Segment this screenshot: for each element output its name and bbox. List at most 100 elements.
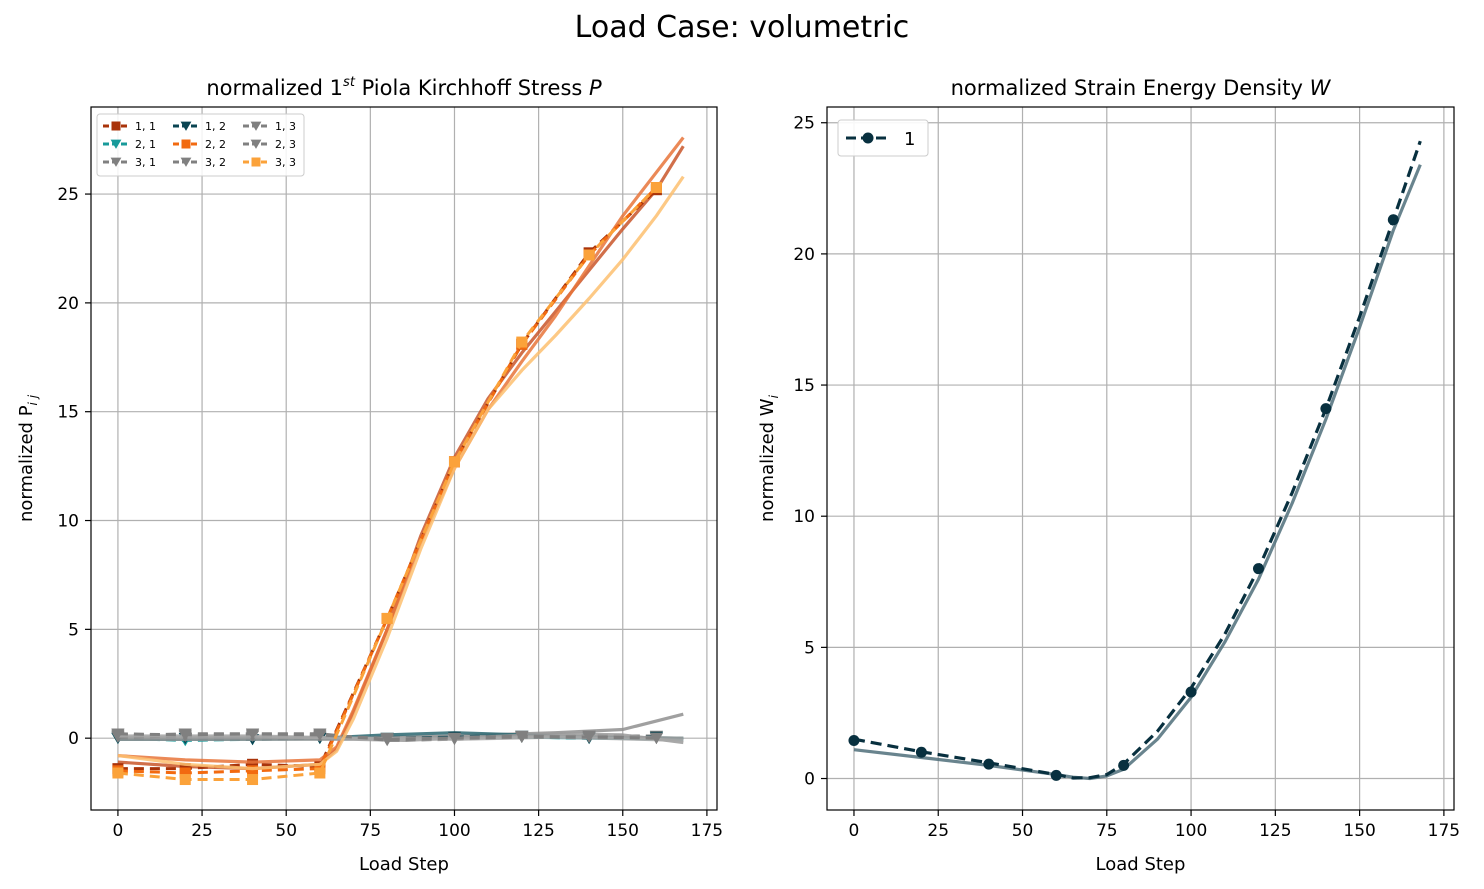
legend-label: 3, 3 xyxy=(275,156,296,169)
series-3-3 xyxy=(112,175,685,786)
legend-entry: 1, 1 xyxy=(103,120,156,133)
data-point xyxy=(649,732,664,745)
plot-area xyxy=(111,136,685,786)
data-point xyxy=(515,731,529,744)
legend-entry: 2, 2 xyxy=(173,138,226,151)
legend-marker xyxy=(250,139,262,149)
y-tick-label: 20 xyxy=(793,245,815,265)
x-tick-label: 50 xyxy=(275,821,297,841)
data-line xyxy=(117,186,658,781)
figure-suptitle: Load Case: volumetric xyxy=(574,10,910,45)
fit-line xyxy=(117,734,684,742)
legend-marker xyxy=(110,139,122,149)
legend-marker xyxy=(180,121,192,131)
y-tick-label: 5 xyxy=(68,620,79,640)
data-point xyxy=(448,456,460,468)
legend-label: 1, 3 xyxy=(275,120,296,133)
legend-entry: 2, 3 xyxy=(243,138,296,151)
x-axis-label: Load Step xyxy=(1096,854,1186,875)
data-point xyxy=(313,729,327,741)
legend-entry: 1 xyxy=(846,129,915,150)
y-tick-label: 15 xyxy=(57,403,79,423)
x-tick-label: 125 xyxy=(1259,821,1291,841)
data-point xyxy=(381,612,393,624)
legend-marker xyxy=(251,157,261,167)
y-tick-label: 10 xyxy=(57,512,79,532)
data-point xyxy=(1387,214,1399,226)
y-tick-label: 0 xyxy=(804,770,815,790)
legend-label: 3, 1 xyxy=(135,156,156,169)
x-tick-label: 100 xyxy=(1175,821,1207,841)
legend-entry: 1, 3 xyxy=(243,120,296,133)
data-point xyxy=(314,767,326,779)
plot-area xyxy=(848,140,1422,781)
data-point xyxy=(1118,759,1130,771)
series-2-3 xyxy=(111,728,684,746)
axes-frame xyxy=(90,106,718,811)
data-point xyxy=(111,728,125,740)
legend-box xyxy=(96,113,305,177)
data-point xyxy=(583,249,595,261)
x-tick-label: 125 xyxy=(522,821,554,841)
legend-label: 2, 1 xyxy=(135,138,156,151)
legend-label: 3, 2 xyxy=(205,156,226,169)
y-axis-label: normalized Wi xyxy=(757,394,781,522)
data-point xyxy=(848,734,860,746)
axes-frame xyxy=(826,106,1455,811)
legend: 1 xyxy=(837,119,929,157)
y-tick-label: 15 xyxy=(793,376,815,396)
x-tick-label: 100 xyxy=(438,821,470,841)
legend-label: 1 xyxy=(904,129,915,150)
y-tick-label: 0 xyxy=(68,729,79,749)
legend-entry: 3, 2 xyxy=(173,156,226,169)
y-tick-label: 20 xyxy=(57,294,79,314)
data-point xyxy=(447,732,462,745)
x-tick-label: 25 xyxy=(927,821,949,841)
data-point xyxy=(179,767,191,779)
x-tick-label: 175 xyxy=(691,821,723,841)
x-tick-label: 175 xyxy=(1428,821,1460,841)
data-point xyxy=(650,182,662,194)
fit-line xyxy=(117,136,685,764)
data-point xyxy=(112,767,124,779)
x-tick-label: 150 xyxy=(1343,821,1375,841)
x-tick-label: 150 xyxy=(607,821,639,841)
series-1 xyxy=(848,140,1422,781)
data-point xyxy=(915,746,927,758)
data-point xyxy=(516,336,528,348)
data-point xyxy=(245,728,260,740)
data-point xyxy=(179,774,191,786)
data-point xyxy=(247,774,259,786)
data-point xyxy=(983,758,995,770)
x-tick-label: 75 xyxy=(360,821,382,841)
data-point xyxy=(247,765,259,777)
legend-marker xyxy=(111,121,121,131)
series-1-1 xyxy=(112,145,685,775)
legend-entry: 2, 1 xyxy=(103,138,156,151)
y-axis-label: normalized Pi j xyxy=(16,394,40,522)
data-point xyxy=(380,733,394,746)
legend-label: 1, 2 xyxy=(205,120,226,133)
legend-marker xyxy=(110,157,122,167)
legend-entry: 1, 2 xyxy=(173,120,226,133)
fit-line xyxy=(117,175,685,771)
y-tick-label: 25 xyxy=(793,114,815,134)
data-point xyxy=(1252,563,1264,575)
legend-label: 2, 2 xyxy=(205,138,226,151)
legend: 1, 1 2, 1 3, 1 1, 2 2, 2 3, 2 1, 3 2, 3 3, 3 xyxy=(96,113,305,177)
data-point xyxy=(178,729,192,741)
data-line xyxy=(117,186,658,775)
x-tick-label: 0 xyxy=(113,821,124,841)
legend-entry: 3, 1 xyxy=(103,156,156,169)
fit-line xyxy=(853,164,1422,781)
stress-chart-panel: 0 25 50 75 100 125 150 175 0 5 10 15 20 25 Load Step no… xyxy=(16,75,723,875)
legend-marker xyxy=(862,132,874,144)
legend-label: 2, 3 xyxy=(275,138,296,151)
y-tick-label: 5 xyxy=(804,638,815,658)
legend-marker xyxy=(180,157,192,167)
y-tick-label: 25 xyxy=(57,185,79,205)
chart-title: normalized Strain Energy Density W xyxy=(951,76,1332,100)
x-tick-label: 50 xyxy=(1012,821,1034,841)
data-line xyxy=(117,732,657,741)
